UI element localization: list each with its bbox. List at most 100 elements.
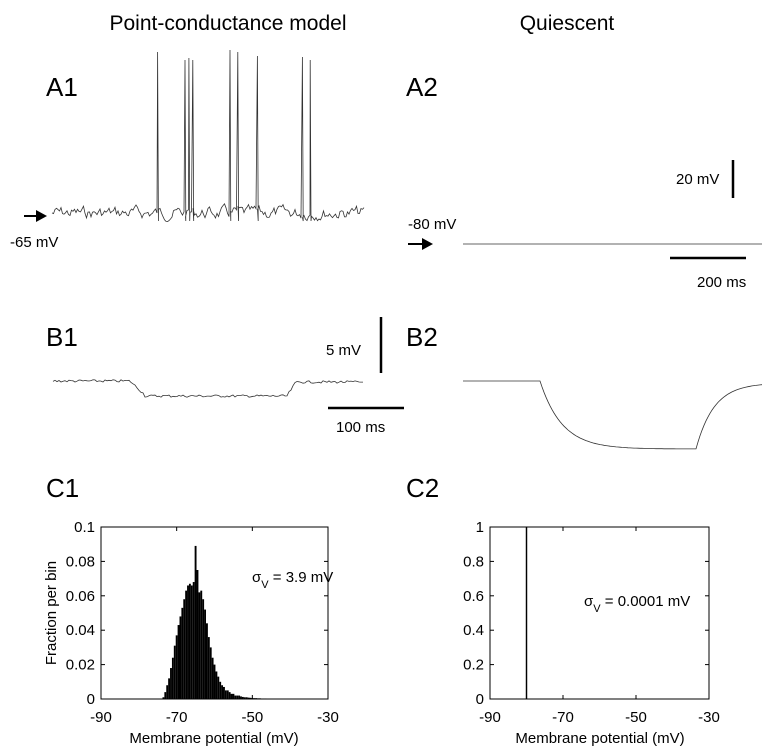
c1-bar — [194, 545, 197, 699]
c1-bar — [219, 681, 222, 699]
c1-bar — [230, 693, 233, 699]
c1-bar — [241, 696, 244, 699]
a2-arrow — [408, 238, 433, 250]
c1-y-tick-label: 0 — [87, 691, 95, 708]
c1-bar — [213, 664, 216, 699]
c1-y-tick-label: 0.06 — [66, 588, 95, 605]
c1-bar — [211, 657, 214, 699]
c2-y-tick-label: 0.2 — [463, 657, 484, 674]
c1-bar — [181, 607, 184, 699]
b1-scale-label-time: 100 ms — [336, 419, 385, 436]
c1-bar — [258, 698, 261, 699]
b1-scale-label-voltage: 5 mV — [326, 342, 361, 359]
c1-x-axis-label: Membrane potential (mV) — [129, 730, 298, 747]
right-column-title: Quiescent — [520, 12, 615, 35]
c1-bar — [264, 698, 267, 699]
c1-bar — [196, 570, 199, 699]
panel-label-b1: B1 — [46, 322, 78, 352]
c1-x-tick-label: -50 — [241, 709, 263, 726]
c1-bar — [188, 583, 191, 699]
c1-bar — [226, 690, 229, 699]
c2-y-tick-label: 0.8 — [463, 553, 484, 570]
c2-y-tick-label: 1 — [476, 519, 484, 536]
a1-voltage-trace — [51, 49, 365, 223]
c1-bar — [187, 585, 189, 699]
c1-bar — [240, 696, 242, 699]
left-column-title: Point-conductance model — [110, 12, 347, 35]
c1-bar — [177, 625, 180, 699]
c1-bar — [247, 697, 250, 699]
c1-bar — [255, 698, 258, 699]
c1-bar — [236, 695, 239, 699]
b1-voltage-trace — [52, 379, 363, 398]
b2-voltage-trace — [463, 380, 763, 450]
c1-y-tick-label: 0.1 — [74, 519, 95, 536]
c1-bar — [183, 599, 186, 699]
c1-bar — [164, 692, 167, 699]
c1-bar — [173, 645, 176, 699]
c1-bar — [224, 690, 227, 699]
c1-x-tick-label: -70 — [166, 709, 188, 726]
c1-bar — [202, 599, 205, 699]
c2-histogram: 0 0.2 0.4 0.6 0.8 1 -90 -70 -50 -30 Membrane pot… — [463, 519, 720, 747]
panel-label-a2: A2 — [406, 72, 438, 102]
c1-bar — [234, 695, 237, 699]
c2-x-tick-label: -90 — [479, 709, 501, 726]
c1-bar — [245, 697, 248, 699]
c1-bar — [221, 685, 224, 699]
c1-bar — [166, 685, 169, 699]
a1-baseline-label: -65 mV — [10, 234, 58, 251]
c1-bar — [175, 635, 178, 699]
c1-sigma-annotation: σV = 3.9 mV — [252, 569, 333, 591]
c1-bar — [179, 616, 182, 699]
c1-bar — [223, 686, 225, 699]
c1-bar — [249, 697, 252, 699]
c2-x-axis-label: Membrane potential (mV) — [515, 730, 684, 747]
c1-bar — [205, 623, 208, 699]
c1-bar — [262, 698, 265, 699]
panel-label-c1: C1 — [46, 473, 79, 503]
c1-bar — [200, 590, 203, 699]
c1-bar — [162, 697, 165, 699]
c2-sigma-annotation: σV = 0.0001 mV — [584, 593, 690, 615]
panel-label-c2: C2 — [406, 473, 439, 503]
c1-bar — [207, 637, 210, 699]
c1-bar — [170, 668, 172, 699]
c1-y-tick-label: 0.02 — [66, 657, 95, 674]
panel-label-a1: A1 — [46, 72, 78, 102]
c2-x-tick-label: -50 — [625, 709, 647, 726]
c1-bar — [185, 590, 188, 699]
c1-x-tick-label: -90 — [90, 709, 112, 726]
c1-bar — [192, 582, 195, 699]
c1-bar — [198, 592, 201, 699]
c1-bar — [190, 585, 193, 699]
c1-bar — [215, 671, 218, 699]
c1-bar — [260, 698, 263, 699]
c2-bar — [525, 527, 528, 699]
a2-baseline-label: -80 mV — [408, 216, 456, 233]
c2-y-tick-label: 0 — [476, 691, 484, 708]
c1-bar — [171, 657, 174, 699]
c1-bar — [168, 678, 171, 699]
c1-bar — [209, 647, 212, 699]
a1-arrow — [24, 210, 47, 222]
panel-label-b2: B2 — [406, 322, 438, 352]
c2-axes-box — [489, 526, 710, 700]
a2-scale-label-time: 200 ms — [697, 274, 746, 291]
c1-histogram: 0 0.02 0.04 0.06 0.08 0.1 -90 -70 -50 -30 Membra… — [43, 519, 339, 747]
c1-bar — [253, 698, 256, 699]
c1-bar — [232, 693, 235, 699]
c1-bar — [228, 692, 231, 699]
c2-x-tick-label: -70 — [552, 709, 574, 726]
c2-y-tick-label: 0.6 — [463, 588, 484, 605]
c1-bar — [217, 676, 220, 699]
a2-scale-label-voltage: 20 mV — [676, 171, 719, 188]
c1-bar — [243, 697, 246, 699]
c1-y-tick-label: 0.08 — [66, 553, 95, 570]
c1-bar — [204, 609, 206, 699]
c1-y-tick-label: 0.04 — [66, 622, 95, 639]
c1-x-tick-label: -30 — [317, 709, 339, 726]
c1-y-axis-label: Fraction per bin — [43, 561, 60, 665]
c2-x-tick-label: -30 — [698, 709, 720, 726]
